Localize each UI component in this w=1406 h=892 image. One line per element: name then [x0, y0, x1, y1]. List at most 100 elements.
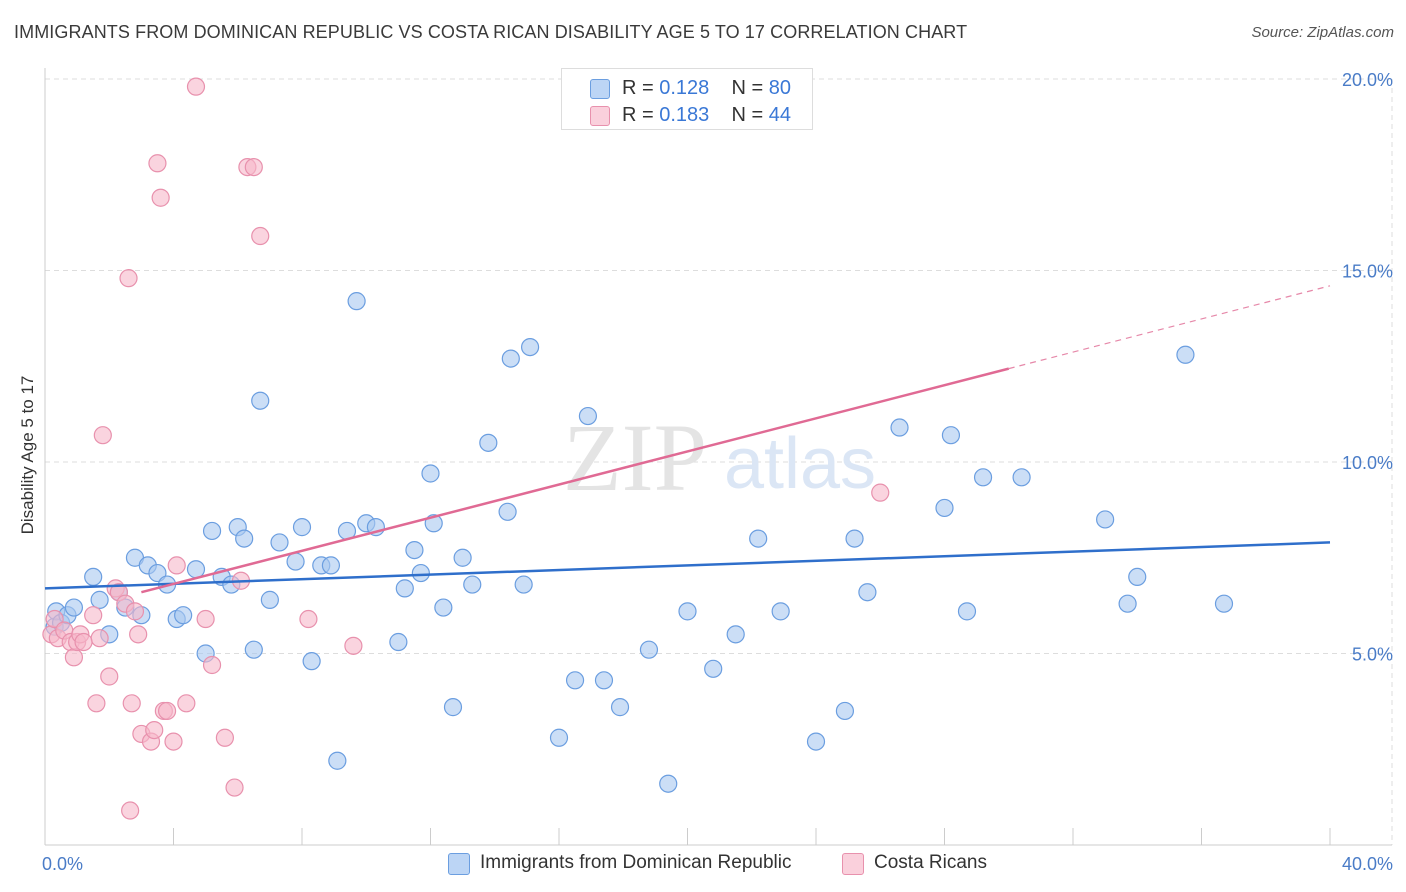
dominican-point — [453, 548, 472, 567]
y-tick-label: 20.0% — [1342, 70, 1393, 90]
axes — [44, 68, 1392, 846]
dominican-point — [395, 579, 414, 598]
costa-rican-point — [74, 632, 93, 652]
dominican-point — [90, 590, 109, 609]
costa-rican-point — [244, 157, 263, 177]
costa-rican-point — [251, 226, 270, 246]
costa-rican-point — [125, 602, 145, 621]
y-tick-label: 5.0% — [1352, 645, 1393, 665]
dominican-point — [434, 598, 453, 617]
costa-rican-point — [145, 720, 164, 740]
y-tick-label: 15.0% — [1342, 262, 1393, 282]
dominican-point — [1118, 594, 1137, 613]
dominican-point — [771, 602, 790, 621]
source-label: Source: ZipAtlas.com — [1251, 24, 1394, 41]
dominican-point — [235, 529, 254, 548]
y-tick-label: 10.0% — [1342, 453, 1393, 473]
costa-rican-point — [164, 732, 183, 751]
trend-line-costa-rican-extrapolated — [1008, 285, 1331, 370]
legend-r-value: 0.183 — [659, 104, 710, 126]
dominican-point — [514, 575, 533, 594]
dominican-point — [726, 625, 745, 644]
dominican-point — [957, 602, 977, 621]
series-dominican-points — [45, 292, 1234, 793]
legend-n-value: 44 — [768, 104, 792, 126]
dominican-point — [270, 533, 289, 552]
series-costa-rican-points — [42, 77, 890, 820]
legend-label-costa-rican: Costa Ricans — [874, 852, 987, 873]
costa-rican-point — [299, 609, 318, 629]
legend-swatch-pink — [842, 853, 864, 875]
dominican-point — [890, 418, 909, 437]
costa-rican-point — [148, 154, 167, 173]
costa-rican-point — [202, 655, 222, 675]
costa-rican-point — [215, 728, 234, 747]
dominican-point — [64, 598, 84, 617]
dominican-point — [286, 552, 305, 571]
dominican-point — [659, 774, 678, 793]
legend-n-label: N = — [731, 104, 764, 126]
dominican-point — [1128, 567, 1147, 587]
legend-r-label: R = — [622, 77, 654, 99]
legend-r-value: 0.128 — [659, 77, 710, 99]
costa-rican-point — [87, 694, 106, 713]
chart-title: IMMIGRANTS FROM DOMINICAN REPUBLIC VS CO… — [14, 22, 968, 42]
costa-rican-point — [119, 269, 138, 288]
legend-swatch-blue — [448, 853, 470, 875]
watermark-atlas: atlas — [724, 424, 876, 504]
dominican-point — [186, 560, 206, 579]
costa-rican-point — [84, 606, 103, 625]
dominican-point — [973, 468, 993, 487]
dominican-point — [678, 602, 697, 621]
costa-rican-point — [225, 778, 244, 797]
costa-rican-point — [157, 701, 177, 721]
dominican-point — [941, 426, 961, 445]
dominican-point — [520, 338, 540, 357]
costa-rican-point — [100, 667, 119, 686]
legend-n-label: N = — [731, 77, 764, 99]
trend-lines — [44, 285, 1331, 594]
gridlines — [45, 78, 1393, 845]
dominican-point — [479, 433, 498, 452]
dominican-point — [594, 671, 614, 690]
dominican-point — [749, 529, 768, 548]
costa-rican-point — [93, 426, 112, 445]
costa-rican-point — [186, 77, 206, 96]
dominican-point — [84, 567, 103, 587]
dominican-point — [421, 464, 440, 483]
costa-rican-point — [167, 556, 186, 575]
dominican-point — [935, 498, 954, 518]
dominican-point — [1096, 510, 1115, 529]
dominican-point — [251, 391, 270, 410]
dominican-point — [501, 349, 520, 368]
legend-label-dominican: Immigrants from Dominican Republic — [480, 852, 792, 873]
dominican-point — [244, 640, 263, 659]
costa-rican-point — [177, 694, 196, 713]
dominican-point — [463, 575, 482, 594]
dominican-point — [858, 583, 877, 602]
dominican-point — [704, 659, 723, 678]
trend-line-costa-rican — [141, 367, 1010, 594]
x-tick-label: 40.0% — [1342, 854, 1393, 874]
dominican-point — [411, 563, 430, 583]
costa-rican-point — [121, 801, 140, 820]
dominican-point — [202, 521, 222, 541]
dominican-point — [443, 698, 463, 717]
dominican-point — [1176, 345, 1195, 364]
legend-swatch-blue — [590, 79, 610, 99]
legend-n-value: 80 — [768, 77, 792, 99]
legend-swatch-pink — [590, 106, 610, 126]
dominican-point — [498, 502, 517, 521]
costa-rican-point — [122, 694, 141, 713]
trend-line-dominican — [44, 541, 1331, 590]
costa-rican-point — [129, 625, 148, 644]
dominican-point — [292, 518, 312, 537]
tick-labels: 5.0% 10.0% 15.0% 20.0% 0.0% 40.0% — [42, 70, 1393, 874]
dominican-point — [1012, 468, 1031, 487]
dominican-point — [578, 406, 598, 426]
dominican-point — [835, 701, 855, 721]
dominican-point — [389, 632, 408, 652]
dominican-point — [565, 671, 585, 690]
legend-stats: R = 0.128 N = 80 R = 0.183 N = 44 — [561, 68, 813, 130]
